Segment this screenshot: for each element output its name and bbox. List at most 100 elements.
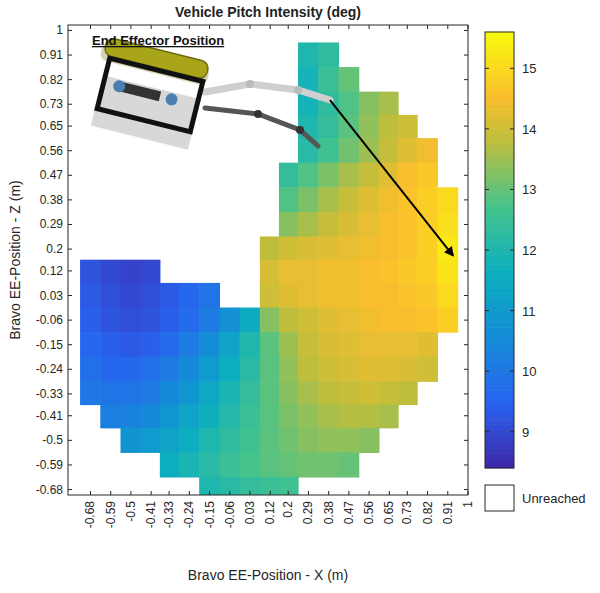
- heat-cell: [199, 283, 220, 308]
- colorbar-strip: [485, 303, 514, 308]
- x-tick-label: -0.59: [104, 501, 118, 529]
- plot-frame: [68, 25, 468, 495]
- x-tick-label: 0.47: [342, 501, 356, 525]
- colorbar-strip: [485, 424, 514, 429]
- x-tick-label: 0.65: [382, 501, 396, 525]
- heat-cell: [100, 405, 121, 429]
- colorbar-strip: [485, 75, 514, 80]
- heat-cell: [359, 381, 380, 405]
- colorbar-strip: [485, 61, 514, 66]
- heat-cell: [398, 283, 418, 308]
- x-tick: [151, 25, 152, 29]
- colorbar-strip: [485, 119, 514, 124]
- colorbar-strip: [485, 395, 514, 400]
- colorbar-tick: [510, 431, 514, 432]
- x-axis-title: Bravo EE-Position - X (m): [188, 567, 348, 583]
- colorbar-strip: [485, 196, 514, 201]
- unreached-swatch: [485, 485, 514, 511]
- y-tick: [68, 249, 72, 250]
- heat-cell: [379, 212, 399, 237]
- y-tick-label: -0.06: [36, 313, 64, 327]
- x-tick: [209, 491, 210, 495]
- heat-cell: [338, 163, 359, 188]
- y-tick: [464, 249, 468, 250]
- y-tick-label: 0.91: [40, 48, 64, 62]
- colorbar-tick: [510, 371, 514, 372]
- vehicle: [83, 36, 212, 150]
- y-tick-label: 0.73: [40, 97, 64, 111]
- heat-cell: [359, 236, 380, 260]
- heat-cell: [359, 163, 380, 188]
- colorbar-strip: [485, 419, 514, 424]
- heat-cell: [437, 308, 458, 333]
- y-tick: [68, 489, 72, 490]
- vehicle-frame: [97, 58, 203, 132]
- heat-cell: [121, 283, 142, 308]
- y-tick: [464, 199, 468, 200]
- colorbar-strip: [485, 148, 514, 153]
- colorbar-strip: [485, 187, 514, 192]
- heat-cell: [437, 187, 458, 212]
- heat-cell: [179, 381, 200, 405]
- x-tick: [189, 491, 190, 495]
- arm-joint: [254, 110, 262, 118]
- heat-cell: [260, 428, 280, 453]
- x-tick: [407, 25, 408, 29]
- heat-cell: [160, 381, 180, 405]
- heat-cell: [318, 236, 339, 260]
- arm-joint: [246, 80, 254, 88]
- y-tick: [68, 344, 72, 345]
- heat-cell: [240, 308, 261, 333]
- heat-cell: [417, 357, 438, 382]
- y-tick-label: -0.33: [36, 387, 64, 401]
- heat-cell: [279, 357, 299, 382]
- colorbar-strip: [485, 167, 514, 172]
- colorbar-strip: [485, 318, 514, 323]
- heat-cell: [437, 212, 458, 237]
- y-tick-label: -0.24: [36, 362, 64, 376]
- heat-cell: [379, 92, 399, 116]
- heat-cell: [199, 405, 220, 429]
- heat-cell: [279, 212, 299, 237]
- colorbar-strip: [485, 458, 514, 463]
- colorbar-strip: [485, 313, 514, 318]
- heat-cell: [379, 260, 399, 284]
- heat-cell: [398, 332, 418, 357]
- unreached-label: Unreached: [522, 491, 586, 506]
- colorbar-strip: [485, 327, 514, 332]
- heat-cell: [100, 260, 121, 284]
- heat-cell: [298, 187, 319, 212]
- heat-cell: [179, 452, 200, 477]
- heat-cell: [179, 428, 200, 453]
- heat-cell: [298, 212, 319, 237]
- x-tick: [328, 25, 329, 29]
- heat-cell: [240, 405, 261, 429]
- colorbar-strip: [485, 133, 514, 138]
- colorbar-strip: [485, 109, 514, 114]
- heat-cell: [338, 452, 359, 477]
- colorbar-strip: [485, 250, 514, 255]
- heat-cell: [121, 357, 142, 382]
- heat-cell: [338, 260, 359, 284]
- colorbar-tick-label: 12: [522, 243, 536, 258]
- x-tick: [308, 491, 309, 495]
- x-tick: [369, 25, 370, 29]
- heat-cell: [338, 428, 359, 453]
- y-tick-label: 0.12: [40, 264, 64, 278]
- heat-cell: [179, 357, 200, 382]
- heat-cell: [318, 452, 339, 477]
- heat-cell: [80, 357, 101, 382]
- colorbar-strip: [485, 192, 514, 197]
- heat-cell: [199, 357, 220, 382]
- heat-cell: [318, 115, 339, 139]
- y-tick: [464, 320, 468, 321]
- heat-cell: [359, 260, 380, 284]
- heat-cell: [379, 236, 399, 260]
- heat-cell: [398, 260, 418, 284]
- x-tick: [389, 25, 390, 29]
- x-tick-label: -0.5: [124, 501, 138, 522]
- arrow: [330, 100, 453, 255]
- colorbar-strip: [485, 453, 514, 458]
- heat-cell: [260, 477, 280, 495]
- heat-cell: [417, 332, 438, 357]
